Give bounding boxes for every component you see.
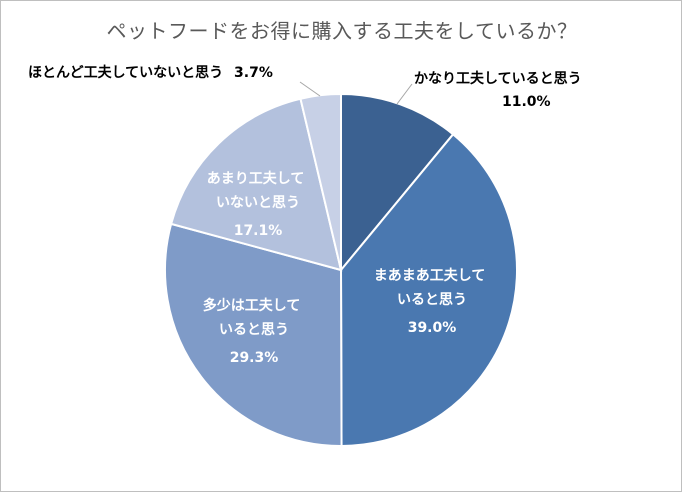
slice-label-1-line1: まあまあ工夫して — [374, 267, 486, 284]
slice-label-4: ほとんど工夫していないと思う 3.7% — [28, 64, 273, 81]
chart-title: ペットフードをお得に購入する工夫をしているか？ — [106, 19, 578, 43]
slice-label-3-line2: いないと思う — [216, 195, 300, 211]
slice-value-3: 17.1% — [234, 223, 283, 239]
leader-line-slice-4 — [299, 81, 321, 97]
pie-slice-2 — [164, 222, 343, 448]
pie-slices — [164, 92, 519, 448]
slice-label-1-line2: いると思う — [397, 292, 467, 308]
slice-value-4: 3.7% — [234, 65, 273, 81]
slice-value-2: 29.3% — [230, 350, 279, 366]
slice-label-0: かなり工夫していると思う — [414, 70, 582, 87]
slice-label-2-line2: いると思う — [219, 322, 289, 338]
slice-value-1: 39.0% — [408, 320, 457, 336]
slice-value-0: 11.0% — [502, 94, 551, 110]
pie-slice-4 — [299, 92, 342, 271]
pie-slice-1 — [339, 132, 519, 448]
pie-slice-0 — [340, 92, 455, 273]
slice-label-2-line1: 多少は工夫して — [203, 297, 301, 314]
slice-label-1: まあまあ工夫して いると思う — [374, 267, 490, 308]
slice-label-4-text: ほとんど工夫していないと思う — [28, 64, 223, 81]
slice-label-3-line1: あまり工夫して — [207, 170, 305, 187]
slice-label-2: 多少は工夫して いると思う — [203, 297, 305, 338]
slice-label-3: あまり工夫して いないと思う — [207, 170, 309, 211]
leader-line-slice-0 — [396, 83, 413, 105]
pie-slice-3 — [169, 97, 343, 272]
